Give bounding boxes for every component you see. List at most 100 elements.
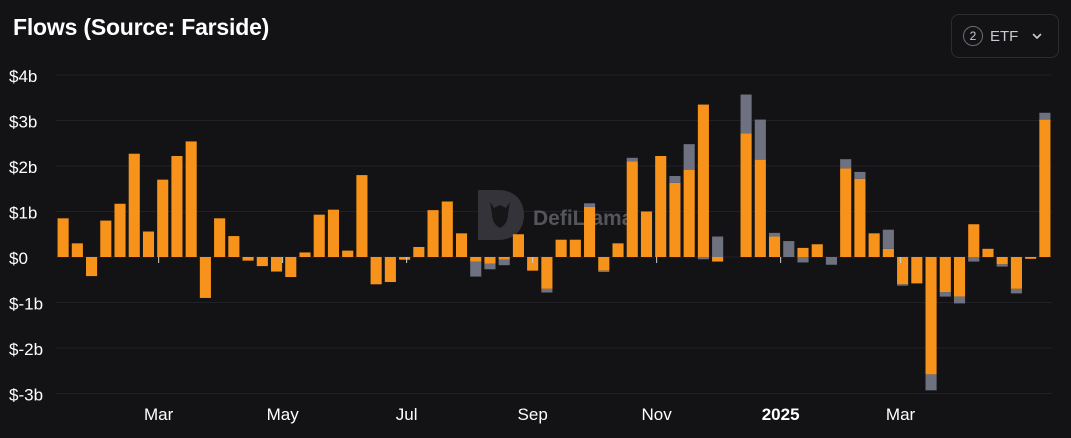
- flow-bar[interactable]: [626, 161, 638, 257]
- flow-bar[interactable]: [598, 270, 610, 273]
- flow-bar[interactable]: [968, 257, 980, 262]
- flow-bar[interactable]: [1025, 257, 1037, 259]
- flow-bar[interactable]: [356, 175, 368, 257]
- flow-bar[interactable]: [327, 209, 340, 257]
- flow-bar[interactable]: [740, 94, 752, 134]
- flow-bar[interactable]: [299, 252, 311, 257]
- flow-bar[interactable]: [783, 241, 795, 257]
- flow-bar[interactable]: [270, 257, 283, 272]
- flow-bar[interactable]: [626, 157, 638, 162]
- flow-bar[interactable]: [968, 224, 980, 257]
- y-tick-label: $-3b: [9, 386, 43, 405]
- flow-bar[interactable]: [584, 203, 596, 207]
- flow-bar[interactable]: [142, 231, 155, 257]
- flow-bar[interactable]: [86, 257, 98, 277]
- flow-bar[interactable]: [697, 257, 709, 260]
- flow-bar[interactable]: [214, 218, 226, 257]
- flow-bar[interactable]: [285, 257, 297, 278]
- flow-bar[interactable]: [953, 257, 966, 297]
- flow-bar[interactable]: [441, 201, 453, 257]
- flow-bar[interactable]: [100, 220, 112, 257]
- flow-bar[interactable]: [897, 284, 909, 286]
- flow-bar[interactable]: [925, 257, 937, 375]
- flow-bar[interactable]: [527, 257, 539, 271]
- flow-bar[interactable]: [342, 250, 354, 257]
- flow-bar[interactable]: [1010, 257, 1022, 289]
- flow-bar[interactable]: [57, 218, 69, 257]
- flow-bar[interactable]: [114, 203, 126, 257]
- flow-bar[interactable]: [1010, 288, 1022, 294]
- flow-bar[interactable]: [854, 178, 866, 257]
- flow-bar[interactable]: [669, 182, 681, 257]
- flow-bar[interactable]: [128, 153, 140, 257]
- flow-bar[interactable]: [470, 261, 482, 277]
- flow-bar[interactable]: [185, 141, 197, 257]
- flow-bar[interactable]: [939, 257, 951, 293]
- flow-bar[interactable]: [768, 236, 781, 257]
- flow-bar[interactable]: [669, 176, 681, 183]
- flow-bar[interactable]: [1039, 112, 1051, 120]
- flow-bar[interactable]: [797, 257, 809, 263]
- flow-bar[interactable]: [825, 257, 838, 265]
- flow-bar[interactable]: [697, 104, 709, 257]
- flow-bar[interactable]: [242, 257, 254, 261]
- flow-bar[interactable]: [740, 133, 752, 257]
- flow-bar[interactable]: [840, 168, 852, 257]
- flow-bar[interactable]: [939, 292, 951, 297]
- flow-bar[interactable]: [996, 257, 1008, 265]
- flow-bar[interactable]: [370, 257, 382, 285]
- flow-bar[interactable]: [171, 155, 183, 257]
- flow-bar[interactable]: [683, 169, 695, 257]
- flow-bar[interactable]: [413, 246, 425, 257]
- flow-bar[interactable]: [384, 257, 396, 283]
- flow-bar[interactable]: [911, 257, 923, 284]
- flow-bar[interactable]: [953, 296, 966, 304]
- flow-bar[interactable]: [640, 211, 653, 258]
- flow-bar[interactable]: [868, 233, 880, 257]
- flow-bar[interactable]: [157, 179, 169, 257]
- flow-bar[interactable]: [71, 243, 83, 257]
- flow-bar[interactable]: [1039, 119, 1051, 257]
- flow-bar[interactable]: [882, 248, 894, 257]
- flow-bar[interactable]: [854, 171, 866, 179]
- flow-bar[interactable]: [996, 264, 1008, 267]
- flow-bar[interactable]: [754, 119, 766, 160]
- flow-bar[interactable]: [498, 257, 510, 260]
- flow-bar[interactable]: [712, 236, 724, 257]
- flow-bar[interactable]: [598, 257, 610, 271]
- flow-bar[interactable]: [754, 159, 766, 257]
- x-tick-label: Mar: [144, 405, 174, 424]
- chevron-down-icon: [1033, 33, 1042, 39]
- flow-bar[interactable]: [498, 259, 510, 266]
- flow-bar[interactable]: [199, 257, 211, 298]
- flow-bar[interactable]: [484, 263, 496, 270]
- flow-bar[interactable]: [811, 244, 823, 257]
- watermark: DefiLlama: [478, 190, 634, 240]
- flow-bar[interactable]: [541, 257, 553, 289]
- flow-bar[interactable]: [427, 210, 439, 257]
- flow-bar[interactable]: [612, 243, 624, 257]
- flow-bar[interactable]: [399, 257, 411, 260]
- flow-bar[interactable]: [484, 257, 496, 264]
- flow-bar[interactable]: [712, 257, 724, 262]
- flow-bar[interactable]: [256, 257, 268, 267]
- flow-bar[interactable]: [768, 232, 781, 237]
- flow-bar[interactable]: [584, 206, 596, 257]
- flow-bar[interactable]: [313, 214, 325, 257]
- flow-bar[interactable]: [470, 257, 482, 262]
- flow-bar[interactable]: [683, 144, 695, 170]
- flow-bar[interactable]: [655, 155, 667, 257]
- flow-bar[interactable]: [228, 236, 240, 257]
- etf-filter-dropdown[interactable]: 2 ETF: [951, 14, 1059, 58]
- flow-bar[interactable]: [555, 239, 567, 257]
- flow-bar[interactable]: [897, 257, 909, 285]
- flow-bar[interactable]: [882, 229, 894, 249]
- flow-bar[interactable]: [455, 233, 468, 257]
- flow-bar[interactable]: [925, 374, 937, 391]
- flow-bar[interactable]: [512, 234, 524, 257]
- flow-bar[interactable]: [840, 159, 852, 169]
- flow-bar[interactable]: [797, 247, 809, 257]
- flow-bar[interactable]: [982, 248, 994, 257]
- flow-bar[interactable]: [569, 239, 581, 257]
- flow-bar[interactable]: [541, 288, 553, 293]
